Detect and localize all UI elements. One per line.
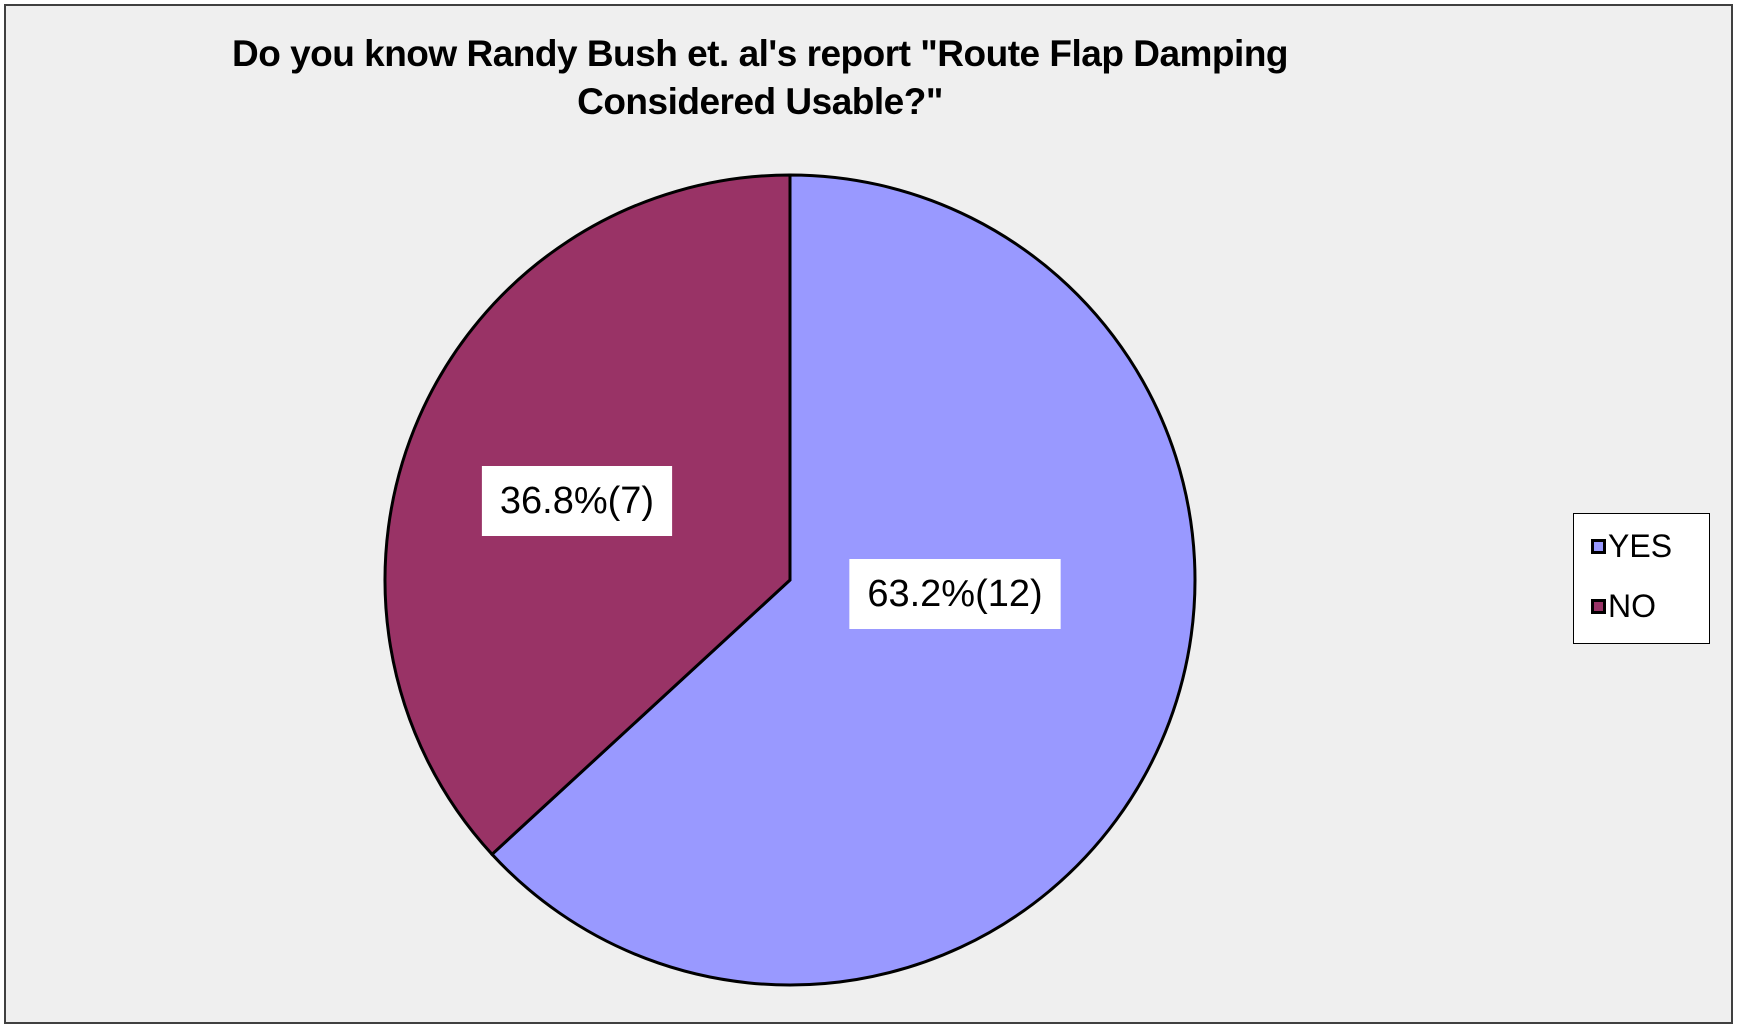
chart-legend: YES NO xyxy=(1573,513,1710,644)
legend-label-no: NO xyxy=(1608,588,1656,624)
data-label-text-no: 36.8%(7) xyxy=(500,480,654,522)
data-label-box-yes xyxy=(849,559,1061,629)
legend-label-yes: YES xyxy=(1608,528,1673,564)
legend-swatch-no xyxy=(1591,599,1606,614)
data-label-text-yes: 63.2%(12) xyxy=(867,573,1042,615)
data-label-no: 36.8%(7) xyxy=(481,466,673,536)
data-label-box-no xyxy=(481,466,673,536)
pie-slice-yes xyxy=(489,173,1197,987)
legend-item-no: NO xyxy=(1591,588,1656,625)
chart-title: Do you know Randy Bush et. al's report "… xyxy=(231,33,1289,122)
legend-swatch-yes xyxy=(1591,539,1606,554)
legend-item-yes: YES xyxy=(1591,528,1672,565)
data-label-yes: 63.2%(12) xyxy=(849,559,1061,629)
